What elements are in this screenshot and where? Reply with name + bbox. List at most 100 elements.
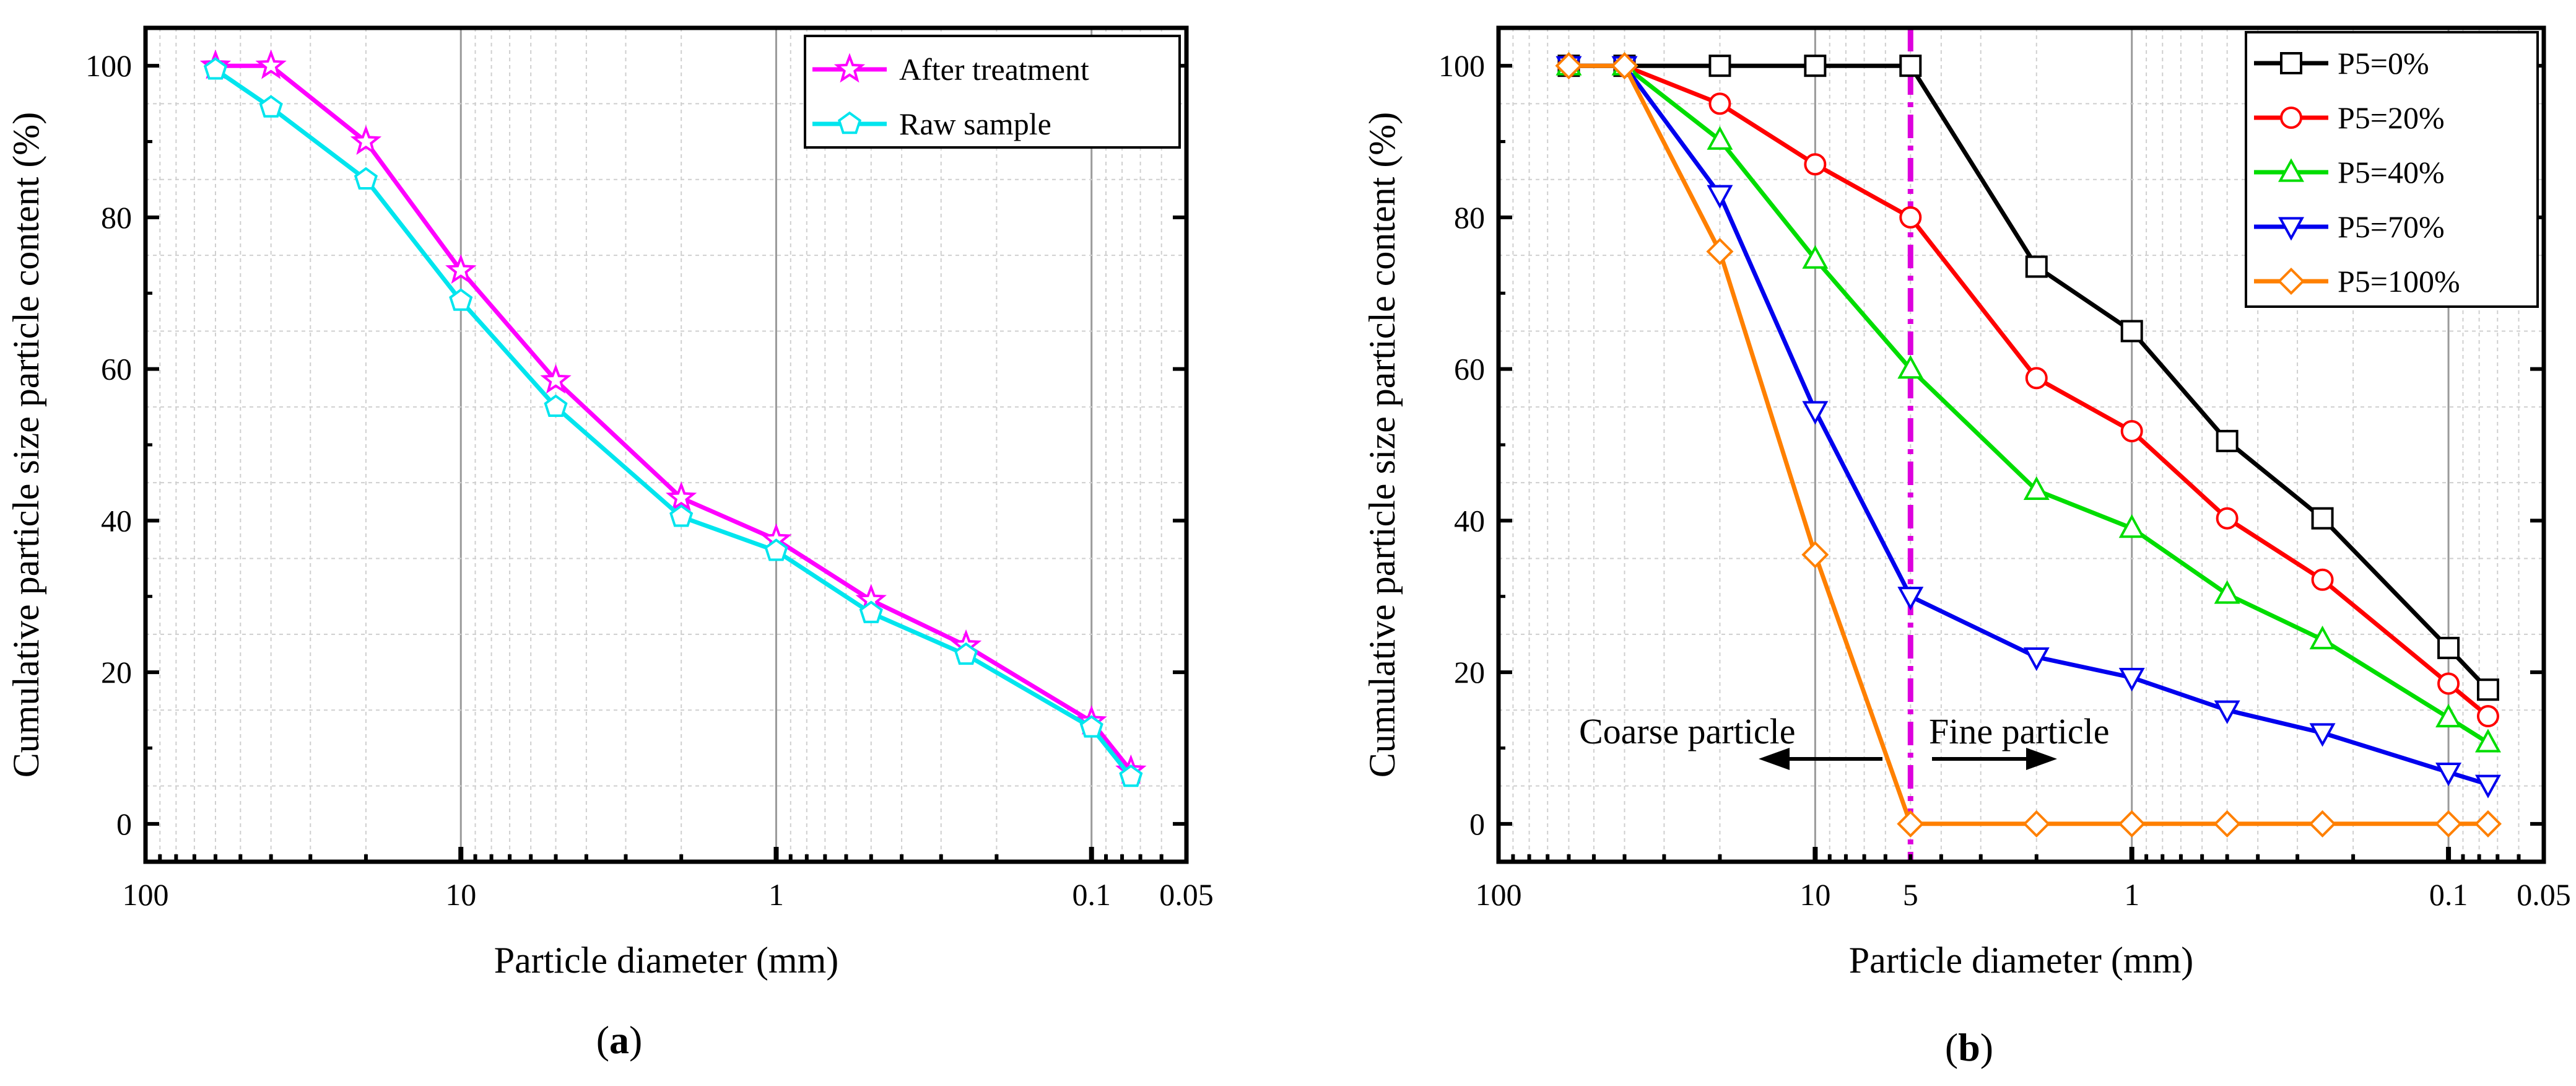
legend-marker (2280, 52, 2302, 74)
x-tick-labels-a: 100 10 1 0.1 0.05 (123, 877, 1214, 912)
y-tick-label: 100 (85, 48, 132, 83)
data-point (445, 254, 477, 284)
data-point (1708, 55, 1731, 77)
data-point (2118, 668, 2145, 692)
x-tick-label: 10 (445, 877, 476, 912)
data-point (2118, 810, 2146, 838)
axis-ticks-a (146, 64, 1188, 862)
y-tick-labels-a: 0 20 40 60 80 100 (85, 48, 132, 841)
data-point (2118, 514, 2145, 538)
x-tick-label: 1 (2124, 877, 2139, 912)
coarse-arrow (1759, 748, 1882, 770)
data-point (2311, 507, 2334, 530)
y-tick-label: 0 (116, 807, 132, 841)
grid-a (146, 27, 1187, 862)
data-point (2023, 647, 2050, 672)
x-tick-label: 0.1 (1072, 877, 1111, 912)
y-tick-labels-b: 0 20 40 60 80 100 (1438, 48, 1485, 841)
y-axis-title-b: Cumulative particle size particle conten… (1362, 112, 1403, 778)
legend-item: P5=20% (2254, 100, 2445, 135)
panel-a: 100 10 1 0.1 0.05 0 20 40 60 80 100 After treatme… (6, 25, 1214, 1062)
legend-box-a (804, 35, 1181, 149)
series-layer-a (199, 49, 1147, 787)
panel-label-b-letter: b (1958, 1025, 1980, 1069)
x-tick-labels-b: 100 10 5 1 0.1 0.05 (1476, 877, 2571, 912)
data-point (350, 125, 382, 155)
data-point (203, 57, 228, 80)
data-point (666, 481, 697, 512)
data-point (954, 642, 978, 665)
series-a-1 (203, 57, 1143, 787)
x-tick-label: 0.1 (2429, 877, 2468, 912)
data-point (1119, 764, 1143, 787)
legend-b: P5=0% P5=20% P5=40% P5=70% P5=100% (2245, 31, 2539, 308)
data-point (354, 167, 378, 190)
fine-arrow (1932, 748, 2057, 770)
y-tick-label: 80 (1454, 200, 1485, 235)
legend-items-a: After treatment Raw sample (812, 52, 1089, 141)
data-point (540, 364, 572, 394)
legend-marker (2278, 217, 2304, 241)
data-point (2023, 476, 2050, 501)
legend-label: P5=20% (2338, 100, 2445, 135)
data-point (1802, 401, 1829, 425)
panel-label-a: (a) (596, 1018, 643, 1062)
x-tick-label: 100 (1476, 877, 1522, 912)
legend-label: P5=40% (2338, 155, 2445, 190)
series-line (214, 68, 1133, 779)
data-point (2213, 810, 2241, 838)
data-point (2025, 255, 2048, 278)
data-point (2120, 419, 2143, 442)
x-tick-label: 10 (1799, 877, 1830, 912)
x-tick-label: 100 (123, 877, 169, 912)
data-point (2437, 636, 2460, 659)
data-point (2474, 810, 2502, 838)
y-tick-label: 20 (1454, 655, 1485, 690)
data-point (1804, 55, 1827, 77)
data-point (2025, 367, 2048, 390)
legend-marker (2278, 158, 2304, 182)
panel-label-a-close: ) (629, 1018, 642, 1062)
data-point (1707, 126, 1733, 150)
data-point (1079, 715, 1103, 738)
data-point (1801, 541, 1829, 569)
data-point (2476, 705, 2499, 728)
data-point (2120, 320, 2143, 343)
y-tick-label: 0 (1469, 807, 1485, 841)
legend-item: P5=40% (2254, 155, 2445, 190)
data-point (2435, 763, 2462, 787)
legend-marker (837, 111, 862, 134)
legend-item: After treatment (812, 52, 1089, 87)
legend-items-b: P5=0% P5=20% P5=40% P5=70% P5=100% (2254, 46, 2460, 299)
y-tick-label: 20 (101, 655, 132, 690)
plot-frame-a (143, 25, 1189, 864)
y-tick-label: 100 (1438, 48, 1485, 83)
data-point (2435, 810, 2463, 838)
data-point (2216, 429, 2239, 452)
legend-item: Raw sample (812, 107, 1051, 141)
legend-item: P5=70% (2254, 209, 2445, 244)
data-point (1897, 355, 1924, 379)
y-tick-label: 40 (101, 503, 132, 538)
coarse-particle-label: Coarse particle (1579, 711, 1795, 751)
annotations-b: Coarse particle Fine particle (1579, 711, 2110, 770)
legend-item: P5=100% (2254, 264, 2460, 299)
panel-label-b-close: ) (1980, 1025, 1993, 1069)
x-tick-label: 5 (1903, 877, 1918, 912)
legend-marker (2277, 267, 2305, 296)
data-point (1897, 587, 1924, 611)
panel-label-b: (b) (1945, 1025, 1993, 1069)
x-axis-title-a: Particle diameter (mm) (494, 940, 838, 981)
data-point (544, 394, 568, 418)
data-point (2214, 580, 2240, 604)
legend-item: P5=0% (2254, 46, 2429, 81)
x-axis-title-b: Particle diameter (mm) (1849, 940, 2193, 981)
data-point (2216, 507, 2239, 530)
legend-marker (833, 53, 866, 83)
x-tick-label: 0.05 (2517, 877, 2571, 912)
data-point (2435, 703, 2462, 728)
x-tick-label: 1 (768, 877, 784, 912)
data-point (1611, 52, 1638, 80)
data-point (2022, 810, 2050, 838)
